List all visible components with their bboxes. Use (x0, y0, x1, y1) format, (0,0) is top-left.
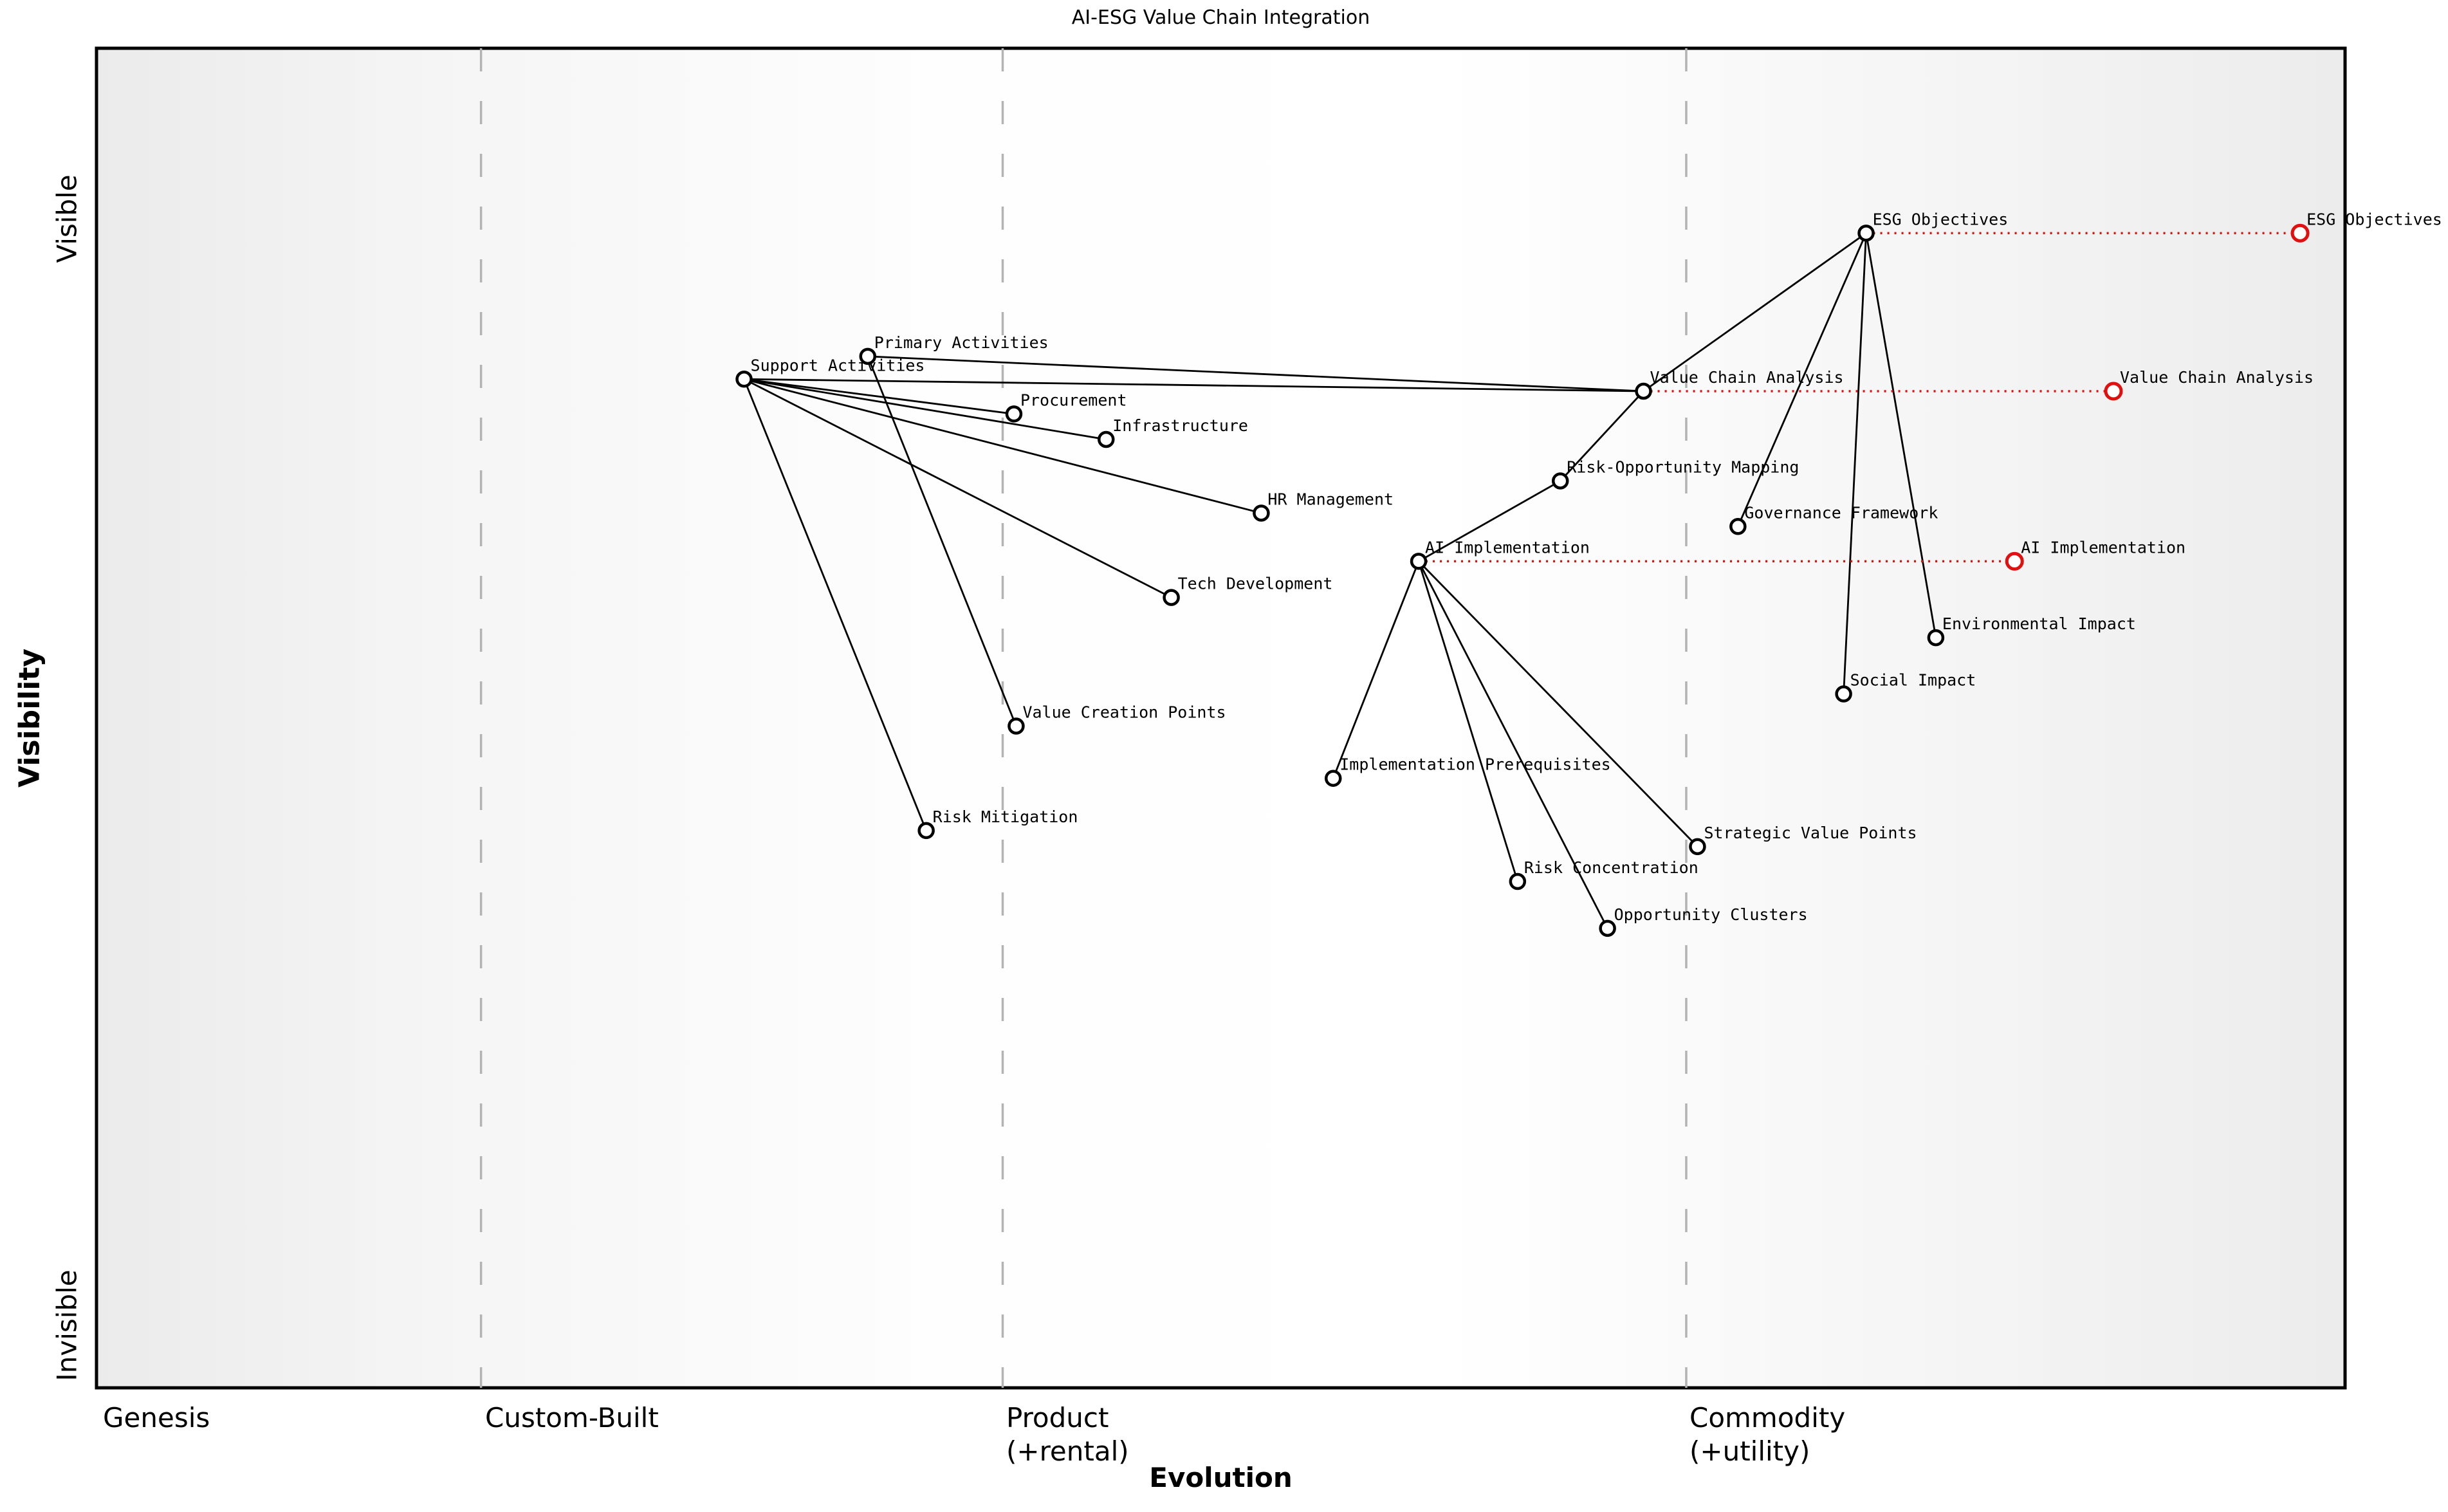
node-ai-implementation-evolved-label: AI Implementation (2021, 538, 2186, 557)
edge-support-activities--risk-mitigation (743, 378, 927, 831)
node-risk-mitigation-marker (917, 822, 935, 840)
node-primary-activities-label: Primary Activities (874, 333, 1049, 352)
node-implementation-prerequisites-label: Implementation Prerequisites (1339, 755, 1610, 774)
node-ai-implementation-evolved-marker (2005, 551, 2024, 571)
edge-esg-objectives--governance-framework (1737, 232, 1867, 527)
y-axis-invisible-label: Invisible (51, 1269, 83, 1381)
node-hr-management-label: HR Management (1267, 490, 1394, 508)
node-governance-framework-marker (1729, 518, 1747, 535)
node-tech-development-marker (1163, 589, 1180, 606)
node-support-activities-marker (735, 371, 753, 388)
node-infrastructure-marker (1098, 430, 1115, 448)
y-axis-title: Visibility (13, 648, 46, 788)
node-implementation-prerequisites-marker (1325, 770, 1342, 787)
edge-risk-opportunity-mapping--ai-implementation (1418, 480, 1561, 562)
node-ai-implementation-label: AI Implementation (1425, 538, 1590, 557)
x-axis-stage-commodity: Commodity (+utility) (1689, 1402, 1846, 1467)
plot-area (95, 46, 2347, 1390)
node-strategic-value-points-label: Strategic Value Points (1704, 824, 1917, 842)
edge-support-activities--infrastructure (744, 378, 1107, 441)
edge-ai-implementation--strategic-value-points (1418, 560, 1698, 847)
edge-support-activities--hr-management (744, 378, 1262, 514)
x-axis-stage-genesis: Genesis (103, 1402, 210, 1434)
node-opportunity-clusters-label: Opportunity Clusters (1614, 905, 1808, 924)
node-opportunity-clusters-marker (1599, 919, 1616, 937)
x-axis-title: Evolution (1149, 1462, 1293, 1493)
edge-esg-objectives--social-impact (1843, 233, 1867, 694)
edge-ai-implementation--implementation-prerequisites (1332, 560, 1420, 779)
node-governance-framework-label: Governance Framework (1744, 503, 1938, 522)
edge-ai-implementation--opportunity-clusters (1417, 560, 1608, 929)
node-environmental-impact-marker (1927, 629, 1945, 647)
chart-title: AI-ESG Value Chain Integration (1071, 6, 1370, 29)
edge-value-chain-analysis--risk-opportunity-mapping (1560, 391, 1644, 482)
node-esg-objectives-evolved-label: ESG Objectives (2306, 210, 2442, 228)
edge-primary-activities--value-chain-analysis (867, 355, 1644, 392)
node-strategic-value-points-marker (1689, 838, 1706, 856)
node-social-impact-marker (1835, 685, 1852, 703)
node-primary-activities-marker (859, 347, 877, 365)
node-value-chain-analysis-evolved-marker (2104, 382, 2123, 401)
edge-esg-objectives--value-chain-analysis (1643, 232, 1867, 392)
edge-support-activities--procurement (744, 378, 1015, 415)
x-axis-stage-custom: Custom-Built (485, 1402, 659, 1434)
node-tech-development-label: Tech Development (1178, 575, 1333, 593)
node-risk-opportunity-mapping-marker (1551, 472, 1569, 490)
node-esg-objectives-label: ESG Objectives (1873, 210, 2009, 228)
node-esg-objectives-evolved-marker (2290, 223, 2310, 243)
edge-support-activities--tech-development (743, 378, 1172, 598)
edge-esg-objectives--environmental-impact (1865, 233, 1937, 638)
node-ai-implementation-marker (1410, 553, 1428, 570)
node-hr-management-marker (1253, 504, 1270, 522)
x-axis-stage-product: Product (+rental) (1006, 1402, 1129, 1467)
node-procurement-label: Procurement (1020, 391, 1127, 409)
node-risk-mitigation-label: Risk Mitigation (933, 807, 1078, 826)
node-risk-concentration-label: Risk Concentration (1524, 858, 1698, 877)
node-esg-objectives-marker (1857, 225, 1875, 242)
node-procurement-marker (1005, 405, 1023, 423)
node-value-creation-points-label: Value Creation Points (1022, 703, 1226, 721)
node-infrastructure-label: Infrastructure (1112, 416, 1248, 435)
node-value-chain-analysis-marker (1635, 382, 1652, 400)
node-support-activities-label: Support Activities (751, 356, 925, 374)
edge-ai-implementation--risk-concentration (1417, 560, 1519, 882)
node-value-chain-analysis-evolved-label: Value Chain Analysis (2120, 368, 2314, 387)
node-value-creation-points-marker (1008, 717, 1025, 735)
node-risk-concentration-marker (1509, 872, 1527, 890)
node-social-impact-label: Social Impact (1850, 671, 1976, 690)
edge-support-activities--value-chain-analysis (744, 378, 1644, 392)
node-risk-opportunity-mapping-label: Risk-Opportunity Mapping (1567, 457, 1799, 476)
node-environmental-impact-label: Environmental Impact (1942, 614, 2136, 633)
y-axis-visible-label: Visible (51, 174, 83, 263)
node-value-chain-analysis-label: Value Chain Analysis (1650, 368, 1844, 387)
